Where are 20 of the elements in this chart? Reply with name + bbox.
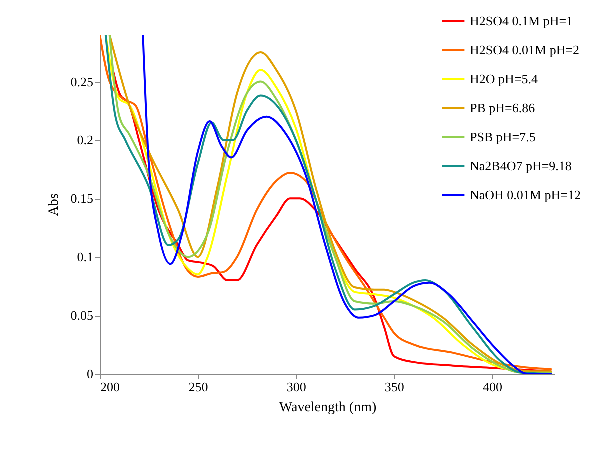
legend-label: H2SO4 0.01M pH=2 bbox=[470, 42, 580, 58]
x-tick-label: 400 bbox=[482, 380, 502, 394]
legend-label: NaOH 0.01M pH=12 bbox=[470, 188, 581, 202]
y-tick-label: 0.1 bbox=[77, 250, 94, 265]
y-tick-label: 0.25 bbox=[70, 74, 94, 90]
legend-label: PSB pH=7.5 bbox=[470, 130, 536, 144]
x-axis-title: Wavelength (nm) bbox=[279, 400, 377, 416]
legend-label: Na2B4O7 pH=9.18 bbox=[470, 158, 572, 174]
x-tick-label: 250 bbox=[188, 380, 208, 394]
legend-label: PB pH=6.86 bbox=[470, 100, 536, 116]
y-tick-label: 0.2 bbox=[77, 132, 94, 148]
y-tick-label: 0.05 bbox=[70, 308, 94, 324]
legend-label: H2SO4 0.1M pH=1 bbox=[470, 14, 574, 28]
x-tick-label: 350 bbox=[384, 380, 404, 394]
x-tick-label: 300 bbox=[286, 380, 306, 394]
y-tick-label: 0.15 bbox=[70, 191, 94, 206]
legend-label: H2O pH=5.4 bbox=[470, 72, 538, 86]
x-tick-label: 200 bbox=[100, 380, 120, 394]
y-tick-label: 0 bbox=[87, 366, 94, 382]
y-axis-title: Abs bbox=[46, 194, 62, 216]
